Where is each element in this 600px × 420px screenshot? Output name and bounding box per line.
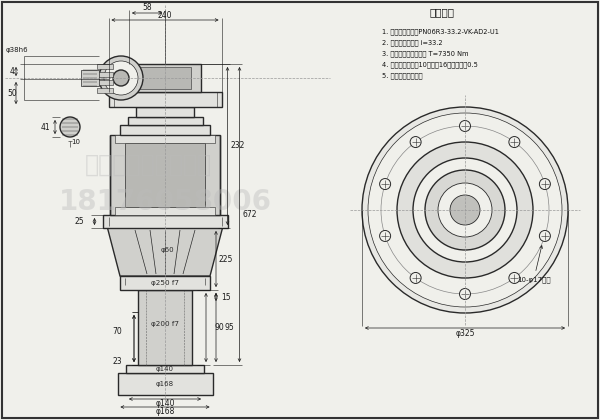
Text: 672: 672 (242, 210, 257, 219)
Text: 225: 225 (219, 255, 233, 263)
Text: 10-φ17深孔: 10-φ17深孔 (517, 246, 551, 283)
Circle shape (509, 136, 520, 147)
Text: 2. 减速机实际速比 i=33.2: 2. 减速机实际速比 i=33.2 (382, 39, 443, 46)
Text: 41: 41 (40, 123, 50, 131)
Circle shape (380, 178, 391, 189)
Circle shape (380, 231, 391, 241)
Text: φ325: φ325 (455, 330, 475, 339)
Bar (97, 71, 113, 76)
Circle shape (104, 61, 138, 95)
Bar (103, 215, 227, 228)
Text: 18176058006: 18176058006 (59, 188, 271, 216)
Text: 4. 齿合参数：模数10，齿量16，变位系数0.5: 4. 齿合参数：模数10，齿量16，变位系数0.5 (382, 61, 478, 68)
Text: 5. 交货时加好了油。: 5. 交货时加好了油。 (382, 72, 422, 79)
Text: 232: 232 (230, 142, 245, 150)
Circle shape (60, 117, 80, 137)
Text: φ60: φ60 (160, 247, 174, 252)
Circle shape (397, 142, 533, 278)
Text: φ38h6: φ38h6 (6, 47, 29, 53)
Text: φ168: φ168 (155, 407, 175, 417)
Bar (97, 63, 113, 68)
Bar (125, 143, 205, 207)
Circle shape (113, 70, 129, 86)
Circle shape (99, 56, 143, 100)
Bar (81, 70, 99, 86)
Text: 90: 90 (214, 323, 224, 332)
Polygon shape (107, 228, 223, 276)
Bar (118, 373, 212, 395)
Circle shape (413, 158, 517, 262)
Text: 240: 240 (158, 10, 172, 19)
Bar (126, 365, 204, 373)
Text: 58: 58 (142, 3, 152, 13)
Circle shape (438, 183, 492, 237)
Circle shape (362, 107, 568, 313)
Circle shape (450, 195, 480, 225)
Text: 4: 4 (10, 67, 14, 76)
Circle shape (410, 136, 421, 147)
Bar (109, 92, 221, 107)
Text: φ168: φ168 (156, 381, 174, 387)
Circle shape (410, 273, 421, 284)
Text: φ250 f7: φ250 f7 (151, 280, 179, 286)
Text: 技术要求: 技术要求 (430, 7, 455, 17)
Bar (138, 290, 192, 365)
Bar (120, 276, 210, 290)
Text: 70: 70 (112, 327, 122, 336)
Bar (110, 135, 220, 215)
Circle shape (460, 289, 470, 299)
Circle shape (460, 121, 470, 131)
Bar (139, 67, 191, 89)
Text: φ200 f7: φ200 f7 (151, 321, 179, 327)
Text: 23: 23 (112, 357, 122, 365)
Bar (136, 107, 194, 117)
Text: 50: 50 (7, 89, 17, 97)
Bar (115, 207, 215, 215)
Circle shape (539, 231, 550, 241)
Text: φ140: φ140 (155, 399, 175, 409)
Text: 95: 95 (224, 323, 234, 332)
Circle shape (509, 273, 520, 284)
Bar (97, 79, 113, 84)
Circle shape (368, 113, 562, 307)
Text: 3. 减速机额定输出扭矩 T=7350 Nm: 3. 减速机额定输出扭矩 T=7350 Nm (382, 50, 469, 57)
Text: 1. 减速机型号为：PN06R3-33.2-VK-AD2-U1: 1. 减速机型号为：PN06R3-33.2-VK-AD2-U1 (382, 28, 499, 34)
Bar (128, 117, 203, 125)
Text: φ140: φ140 (156, 366, 174, 372)
Bar (120, 125, 210, 135)
Bar (97, 87, 113, 92)
Circle shape (539, 178, 550, 189)
Bar (115, 135, 215, 143)
Circle shape (425, 170, 505, 250)
Text: 25: 25 (75, 217, 85, 226)
Text: 10: 10 (71, 139, 80, 145)
Text: 厄传行星齿轮减速机: 厄传行星齿轮减速机 (85, 153, 212, 177)
Bar (129, 64, 201, 92)
Text: 15: 15 (221, 292, 231, 302)
